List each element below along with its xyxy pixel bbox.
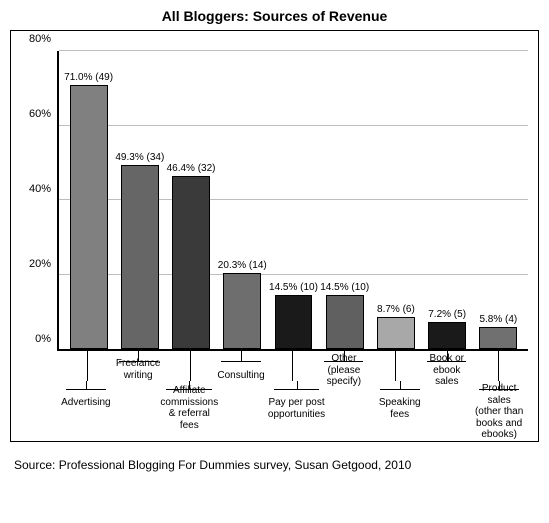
bar <box>428 322 466 349</box>
bar-slot: 20.3% (14) <box>217 51 268 349</box>
bracket-connector <box>61 381 111 395</box>
bracket-connector <box>267 351 318 381</box>
bar-slot: 5.8% (4) <box>473 51 524 349</box>
y-tick-label: 20% <box>29 258 51 270</box>
chart-title: All Bloggers: Sources of Revenue <box>10 8 539 24</box>
x-labels-lower: Advertising Affiliate commissions & refer… <box>57 381 528 431</box>
bar-value-label: 20.3% (14) <box>218 260 267 271</box>
x-axis: Freelance writingConsultingOther (please… <box>21 351 528 431</box>
bar <box>326 295 364 349</box>
bracket-connector <box>164 351 215 381</box>
y-tick-label: 60% <box>29 108 51 120</box>
chart-frame: 0% 20% 40% 60% 80% 71.0% (49) 49.3% (34)46.4%… <box>10 30 539 442</box>
bars-group: 71.0% (49) 49.3% (34)46.4% (32) 20.3% (14)… <box>59 51 528 349</box>
category-label: Advertising <box>61 397 110 409</box>
bar <box>479 327 517 349</box>
bar-value-label: 71.0% (49) <box>64 72 113 83</box>
bar-value-label: 5.8% (4) <box>479 314 517 325</box>
bar-value-label: 7.2% (5) <box>428 309 466 320</box>
category-label: Speaking fees <box>375 397 425 420</box>
y-axis: 0%20%40%60%80% <box>21 51 57 351</box>
plot-area: 71.0% (49) 49.3% (34)46.4% (32) 20.3% (14)… <box>57 51 528 351</box>
bracket-connector <box>370 351 421 381</box>
x-labels-upper: Freelance writingConsultingOther (please… <box>57 351 528 381</box>
category-label: Affiliate commissions & referral fees <box>160 385 218 431</box>
bracket-connector <box>375 381 425 395</box>
bracket-connector <box>112 351 163 356</box>
source-caption: Source: Professional Blogging For Dummie… <box>14 458 539 472</box>
bar-slot: 49.3% (34) <box>114 51 165 349</box>
bar-slot: 71.0% (49) <box>63 51 114 349</box>
y-tick-label: 80% <box>29 33 51 45</box>
bar-slot: 8.7% (6) <box>370 51 421 349</box>
bar-value-label: 8.7% (6) <box>377 304 415 315</box>
bar <box>377 317 415 349</box>
bracket-connector <box>473 351 524 381</box>
category-label: Product sales (other than books and eboo… <box>474 383 524 441</box>
category-label: Consulting <box>217 370 264 382</box>
bar-value-label: 46.4% (32) <box>167 163 216 174</box>
bar-value-label: 49.3% (34) <box>115 152 164 163</box>
y-tick-label: 40% <box>29 183 51 195</box>
bracket-connector <box>268 381 325 395</box>
bracket-connector <box>215 351 266 368</box>
bar-slot: 14.5% (10) <box>319 51 370 349</box>
chart-container: All Bloggers: Sources of Revenue 0% 20% 40… <box>0 0 549 476</box>
bar-slot: 7.2% (5) <box>422 51 473 349</box>
bar <box>70 85 108 349</box>
bracket-connector <box>160 381 218 383</box>
bar <box>121 165 159 349</box>
bar <box>172 176 210 349</box>
bracket-connector <box>61 351 112 381</box>
y-tick-label: 0% <box>35 333 51 345</box>
bar-value-label: 14.5% (10) <box>320 282 369 293</box>
bar-slot: 46.4% (32) <box>165 51 216 349</box>
bar <box>223 273 261 349</box>
bar-value-label: 14.5% (10) <box>269 282 318 293</box>
bar-slot: 14.5% (10) <box>268 51 319 349</box>
category-label: Pay per post opportunities <box>268 397 325 420</box>
bar <box>275 295 313 349</box>
